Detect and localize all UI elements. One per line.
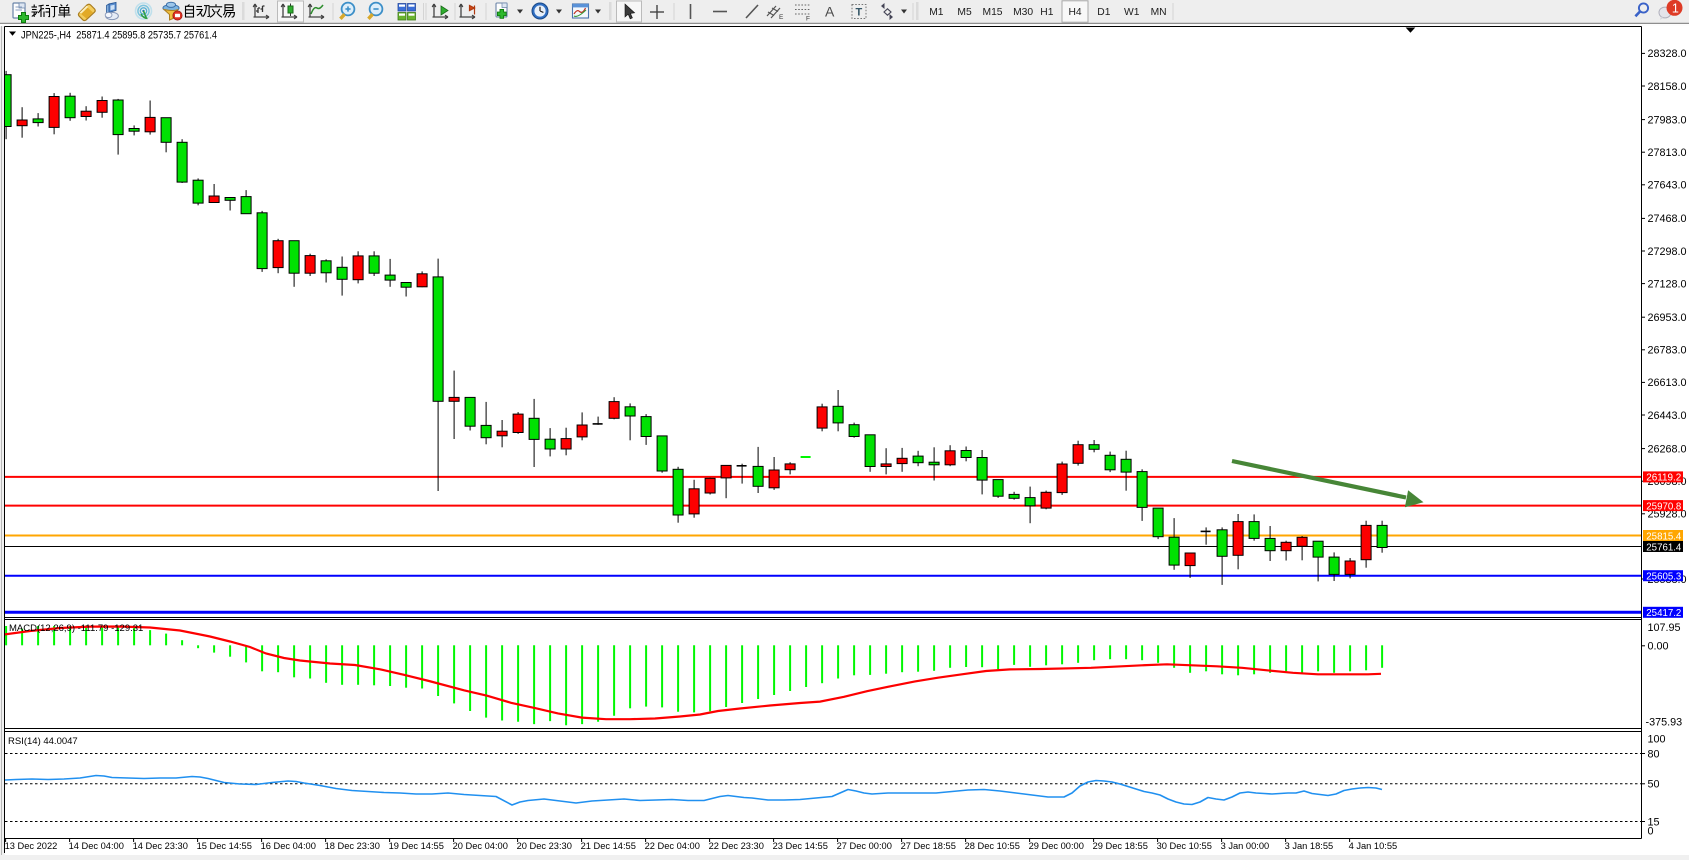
svg-text:19 Dec 14:55: 19 Dec 14:55 <box>389 841 444 851</box>
svg-text:22 Dec 04:00: 22 Dec 04:00 <box>645 841 700 851</box>
svg-text:25928.0: 25928.0 <box>1648 509 1687 521</box>
svg-text:80: 80 <box>1648 748 1660 760</box>
svg-text:25970.8: 25970.8 <box>1646 501 1681 512</box>
svg-text:26953.0: 26953.0 <box>1648 312 1687 324</box>
svg-text:23 Dec 14:55: 23 Dec 14:55 <box>773 841 828 851</box>
svg-text:M1: M1 <box>929 7 944 18</box>
svg-text:M15: M15 <box>983 7 1003 18</box>
svg-text:MN: MN <box>1151 7 1167 18</box>
svg-text:28158.0: 28158.0 <box>1648 81 1687 93</box>
svg-text:28 Dec 10:55: 28 Dec 10:55 <box>965 841 1020 851</box>
svg-text:RSI(14) 44.0047: RSI(14) 44.0047 <box>8 736 78 747</box>
svg-text:27 Dec 00:00: 27 Dec 00:00 <box>837 841 892 851</box>
svg-text:14 Dec 23:30: 14 Dec 23:30 <box>133 841 188 851</box>
svg-text:25417.2: 25417.2 <box>1646 608 1681 619</box>
svg-text:1: 1 <box>1672 1 1679 15</box>
svg-text:100: 100 <box>1648 734 1666 746</box>
svg-text:D1: D1 <box>1097 7 1110 18</box>
svg-text:107.95: 107.95 <box>1648 622 1681 634</box>
svg-text:26443.0: 26443.0 <box>1648 410 1687 422</box>
svg-text:27983.0: 27983.0 <box>1648 114 1687 126</box>
svg-text:M5: M5 <box>957 7 972 18</box>
svg-text:0.00: 0.00 <box>1648 641 1669 653</box>
svg-text:25761.4: 25761.4 <box>1646 542 1681 553</box>
svg-text:W1: W1 <box>1124 7 1140 18</box>
svg-text:20 Dec 23:30: 20 Dec 23:30 <box>517 841 572 851</box>
svg-text:M30: M30 <box>1013 7 1033 18</box>
svg-text:T: T <box>856 7 863 19</box>
svg-text:22 Dec 23:30: 22 Dec 23:30 <box>709 841 764 851</box>
svg-text:30 Dec 10:55: 30 Dec 10:55 <box>1157 841 1212 851</box>
svg-text:50: 50 <box>1648 779 1660 791</box>
svg-text:3 Jan 00:00: 3 Jan 00:00 <box>1221 841 1270 851</box>
svg-text:28328.0: 28328.0 <box>1648 48 1687 60</box>
svg-text:25605.3: 25605.3 <box>1646 572 1681 583</box>
svg-text:26783.0: 26783.0 <box>1648 345 1687 357</box>
svg-text:E: E <box>779 14 784 21</box>
svg-text:27643.0: 27643.0 <box>1648 180 1687 192</box>
svg-text:0: 0 <box>1648 825 1654 837</box>
svg-text:26119.2: 26119.2 <box>1646 473 1681 484</box>
svg-text:15: 15 <box>1648 816 1660 828</box>
svg-text:3 Jan 18:55: 3 Jan 18:55 <box>1285 841 1334 851</box>
svg-text:H4: H4 <box>1069 7 1082 18</box>
svg-text:27298.0: 27298.0 <box>1648 246 1687 258</box>
svg-text:MACD(12,26,9) -111.79 -129.31: MACD(12,26,9) -111.79 -129.31 <box>9 623 143 634</box>
svg-text:29 Dec 00:00: 29 Dec 00:00 <box>1029 841 1084 851</box>
svg-text:18 Dec 23:30: 18 Dec 23:30 <box>325 841 380 851</box>
svg-text:13 Dec 2022: 13 Dec 2022 <box>5 841 58 851</box>
svg-text:-375.93: -375.93 <box>1646 716 1683 728</box>
svg-text:15 Dec 14:55: 15 Dec 14:55 <box>197 841 252 851</box>
svg-text:H1: H1 <box>1040 7 1053 18</box>
svg-text:26613.0: 26613.0 <box>1648 377 1687 389</box>
svg-text:27468.0: 27468.0 <box>1648 213 1687 225</box>
svg-text:27813.0: 27813.0 <box>1648 147 1687 159</box>
svg-text:27128.0: 27128.0 <box>1648 278 1687 290</box>
svg-text:25815.4: 25815.4 <box>1646 531 1681 542</box>
svg-text:29 Dec 18:55: 29 Dec 18:55 <box>1093 841 1148 851</box>
svg-text:A: A <box>825 4 835 20</box>
svg-text:14 Dec 04:00: 14 Dec 04:00 <box>69 841 124 851</box>
svg-text:4 Jan 10:55: 4 Jan 10:55 <box>1349 841 1398 851</box>
svg-text:JPN225-,H4 25871.4 25895.8 25: JPN225-,H4 25871.4 25895.8 25735.7 25761… <box>21 30 217 42</box>
svg-text:21 Dec 14:55: 21 Dec 14:55 <box>581 841 636 851</box>
svg-text:26268.0: 26268.0 <box>1648 443 1687 455</box>
svg-text:16 Dec 04:00: 16 Dec 04:00 <box>261 841 316 851</box>
svg-text:20 Dec 04:00: 20 Dec 04:00 <box>453 841 508 851</box>
svg-text:27 Dec 18:55: 27 Dec 18:55 <box>901 841 956 851</box>
svg-text:F: F <box>806 16 810 23</box>
